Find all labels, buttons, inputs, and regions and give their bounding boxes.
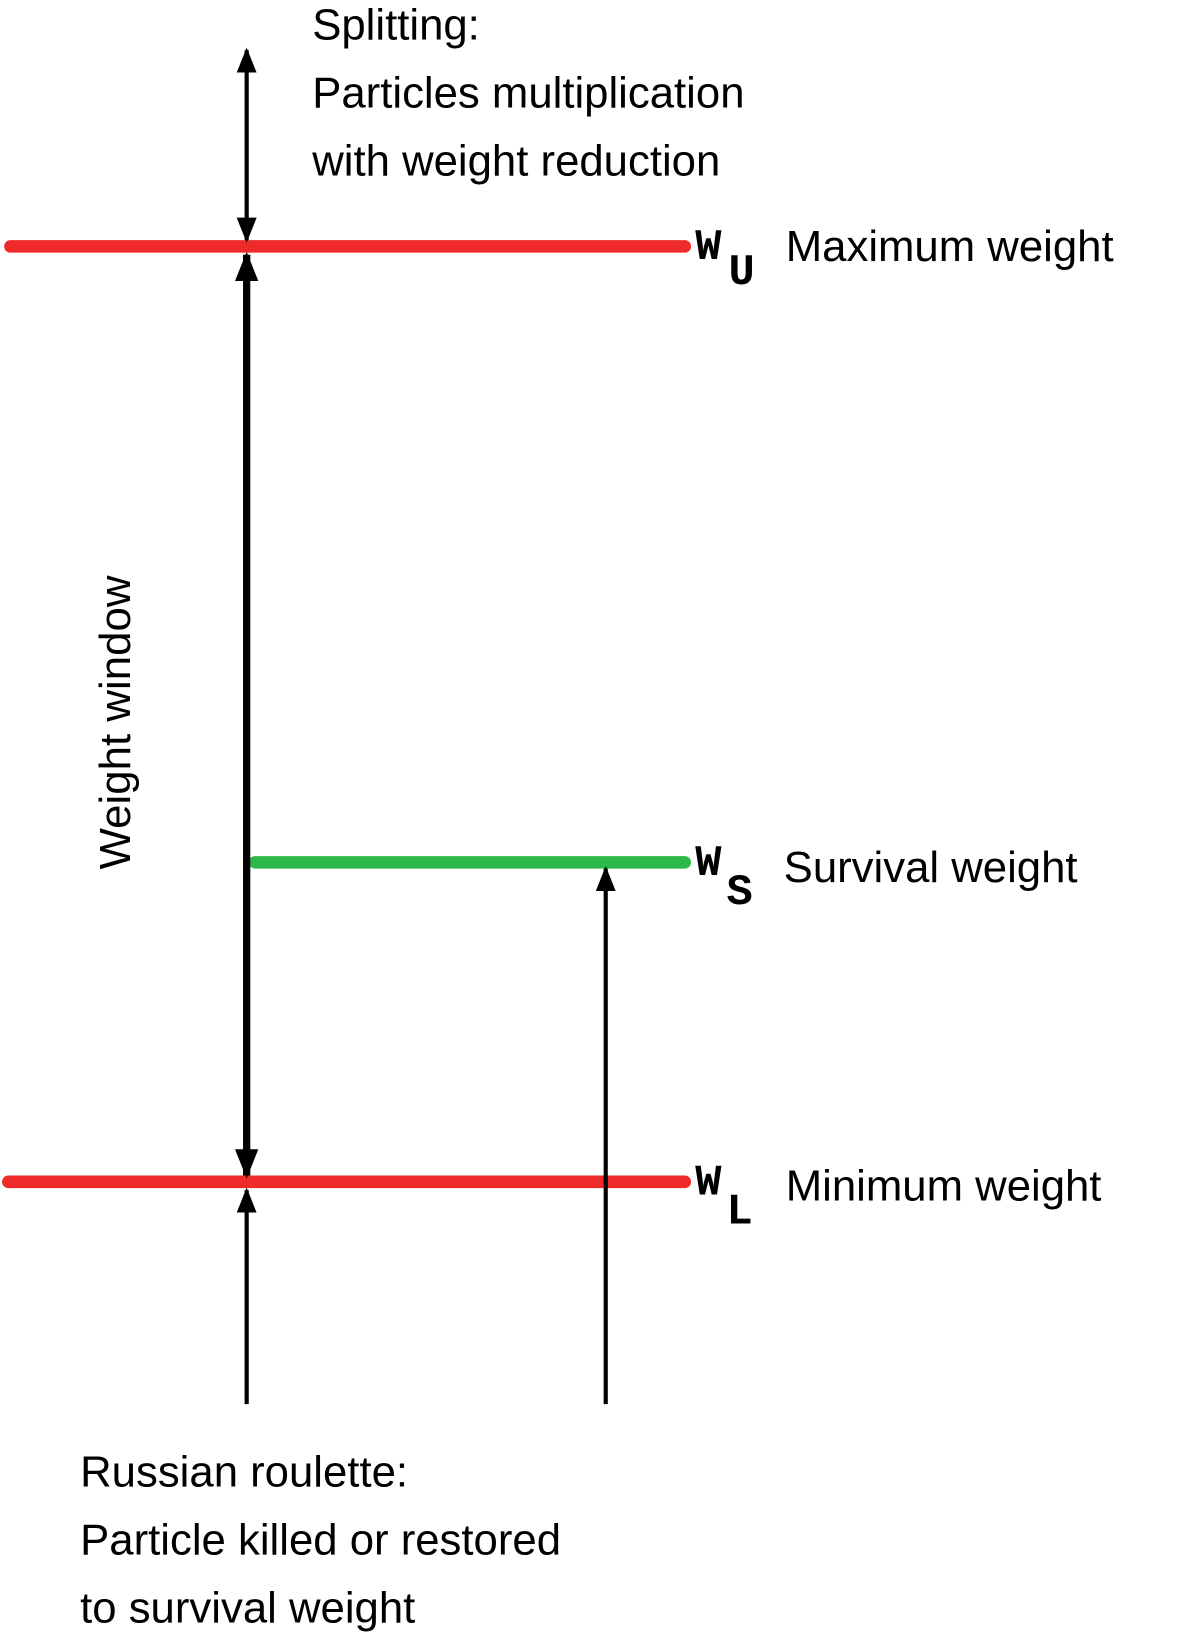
level-subscript: L	[726, 1189, 752, 1238]
level-symbol: W	[695, 1159, 722, 1208]
level-label: Survival weight	[784, 843, 1078, 892]
top-note-line: Splitting:	[312, 1, 480, 50]
level-label: Minimum weight	[786, 1162, 1102, 1211]
level-label: Maximum weight	[786, 222, 1114, 271]
level-symbol: W	[695, 840, 722, 889]
bottom-note-line: Particle killed or restored	[80, 1515, 561, 1564]
level-symbol: W	[695, 224, 722, 273]
axis-label: Weight window	[91, 575, 140, 869]
bottom-note-line: to survival weight	[80, 1583, 415, 1632]
bottom-note-line: Russian roulette:	[80, 1448, 408, 1497]
level-subscript: S	[726, 869, 752, 918]
top-note-line: with weight reduction	[311, 136, 720, 185]
top-note-line: Particles multiplication	[312, 68, 744, 117]
level-subscript: U	[729, 249, 755, 298]
